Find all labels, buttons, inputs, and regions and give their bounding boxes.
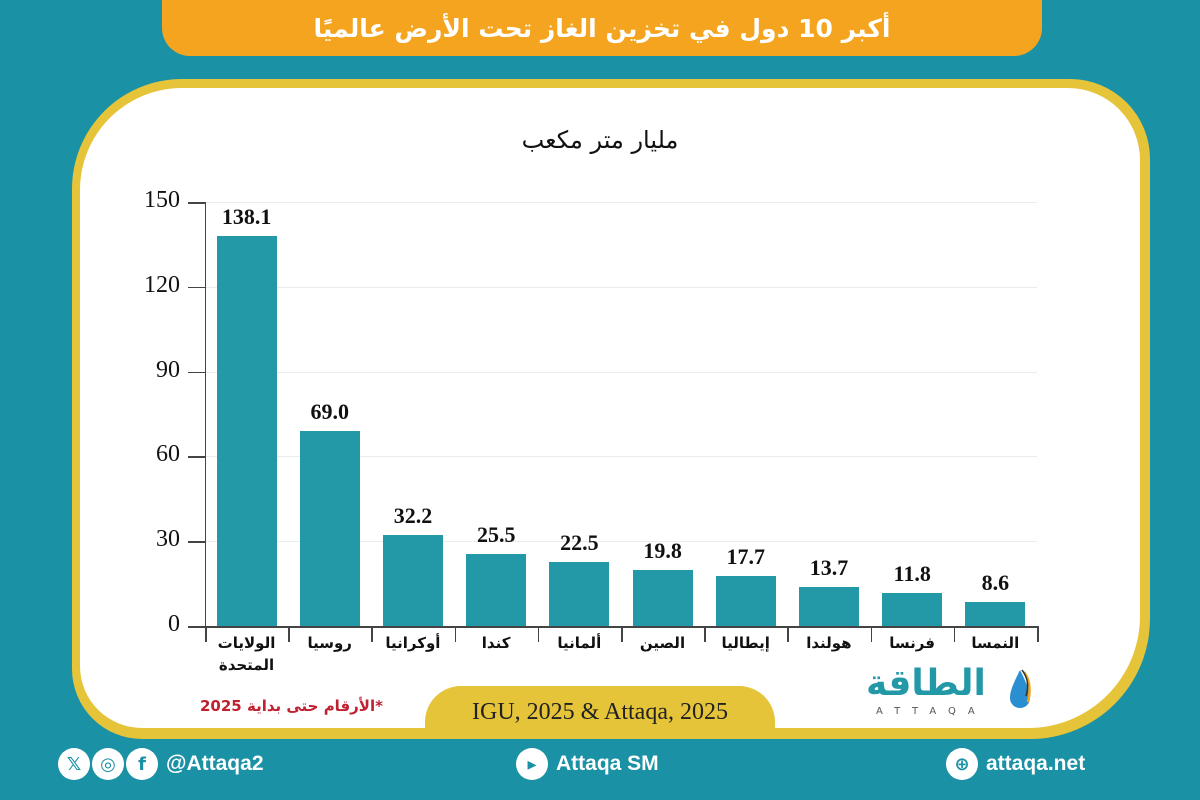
category-label-line: الولايات	[217, 634, 276, 652]
logo-latin: ATTAQA	[876, 706, 987, 717]
x-tick	[953, 626, 956, 642]
category-label: الصين	[621, 632, 704, 654]
gridline	[205, 371, 1037, 373]
x-tick	[870, 626, 873, 642]
x-tick	[704, 626, 706, 642]
bar	[466, 553, 527, 626]
category-label: فرنسا	[871, 632, 954, 654]
x-tick	[621, 626, 623, 642]
footer-social: 𝕏 ◎ f @Attaqa2	[58, 747, 264, 781]
category-label-line: أوكرانيا	[385, 634, 441, 652]
category-label-line: روسيا	[307, 634, 352, 652]
footer-website: ⊕ attaqa.net	[946, 747, 1085, 781]
youtube-handle[interactable]: Attaqa SM	[556, 752, 659, 775]
category-label: روسيا	[288, 632, 371, 654]
category-label-line: فرنسا	[889, 634, 935, 652]
drop-icon	[1010, 669, 1031, 708]
y-tick-label: 60	[156, 441, 180, 468]
bar-value-label: 69.0	[310, 398, 350, 424]
category-label-line: النمسا	[971, 634, 1020, 652]
x-tick	[371, 626, 373, 642]
bar-value-label: 32.2	[393, 502, 433, 528]
bar-value-label: 11.8	[893, 560, 931, 586]
x-tick	[1037, 626, 1039, 642]
x-icon[interactable]: 𝕏	[58, 748, 90, 780]
y-tick	[188, 626, 205, 628]
category-label-line: ألمانيا	[557, 634, 602, 652]
category-label: هولندا	[787, 632, 870, 654]
gridline	[205, 456, 1037, 458]
bar-value-label: 13.7	[809, 555, 849, 581]
y-tick	[188, 286, 205, 289]
chart-unit-label: مليار متر مكعب	[521, 126, 679, 154]
bar-value-label: 22.5	[560, 530, 599, 556]
y-tick-label: 150	[144, 187, 180, 213]
attaqa-logo: الطاقة ATTAQA	[866, 662, 1036, 722]
bar	[882, 592, 943, 626]
social-handle[interactable]: @Attaqa2	[166, 752, 264, 775]
bar-value-label: 19.8	[643, 538, 682, 564]
title-bar: أكبر 10 دول في تخزين الغاز تحت الأرض عال…	[162, 0, 1042, 56]
source-text: IGU, 2025 & Attaqa, 2025	[472, 699, 728, 725]
bar-value-label: 25.5	[476, 521, 516, 547]
bar	[715, 575, 776, 626]
category-label-line: هولندا	[806, 634, 852, 652]
y-tick-label: 120	[144, 271, 180, 298]
bar	[299, 430, 360, 626]
category-label: ألمانيا	[538, 632, 621, 654]
x-tick	[205, 626, 207, 642]
x-axis	[188, 626, 1038, 628]
y-tick	[188, 456, 205, 458]
bar	[216, 235, 277, 626]
plot-area	[205, 202, 1037, 626]
footnote: *الأرقام حتى بداية 2025	[200, 697, 383, 715]
category-label-line: الصين	[639, 634, 686, 652]
y-tick	[188, 202, 205, 204]
website-link[interactable]: attaqa.net	[986, 752, 1086, 775]
category-label-line: المتحدة	[218, 656, 275, 674]
bar	[965, 601, 1026, 626]
category-label-line: إيطاليا	[721, 634, 770, 652]
bar-value-label: 138.1	[221, 203, 272, 229]
bar	[799, 587, 859, 626]
y-tick	[188, 371, 205, 374]
category-label: الولايات المتحدة	[205, 632, 288, 676]
instagram-icon[interactable]: ◎	[92, 748, 124, 780]
footer-youtube: ▸ Attaqa SM	[516, 747, 659, 781]
y-tick-label: 30	[156, 526, 180, 553]
gridline	[205, 202, 1037, 203]
category-label: كندا	[455, 632, 538, 654]
chart-title: أكبر 10 دول في تخزين الغاز تحت الأرض عال…	[313, 13, 891, 43]
logo-arabic: الطاقة	[866, 663, 986, 704]
facebook-icon[interactable]: f	[126, 748, 158, 780]
y-tick-label: 0	[168, 611, 180, 637]
bar	[632, 570, 693, 626]
globe-icon[interactable]: ⊕	[946, 748, 978, 780]
bar-value-label: 8.6	[981, 569, 1010, 595]
x-tick	[454, 626, 457, 642]
y-tick-label: 90	[156, 356, 180, 383]
gridline	[205, 541, 1037, 543]
category-label: إيطاليا	[704, 632, 787, 654]
x-tick	[288, 626, 290, 642]
category-label: النمسا	[954, 632, 1037, 654]
y-axis	[205, 202, 206, 642]
bar	[549, 562, 610, 626]
x-tick	[537, 626, 540, 642]
category-label-line: كندا	[481, 634, 511, 652]
youtube-icon[interactable]: ▸	[516, 748, 548, 780]
bar	[383, 534, 443, 626]
gridline	[205, 286, 1037, 288]
y-tick	[188, 541, 205, 543]
category-label: أوكرانيا	[371, 632, 454, 654]
bar-value-label: 17.7	[726, 543, 766, 569]
source-tab: IGU, 2025 & Attaqa, 2025	[425, 686, 775, 739]
x-tick	[787, 626, 789, 642]
